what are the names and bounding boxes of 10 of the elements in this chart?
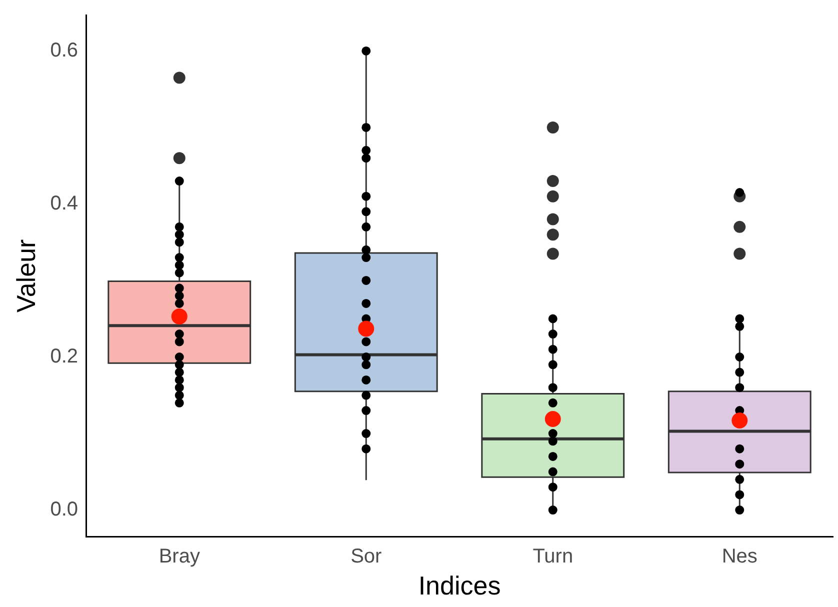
- x-tick-label: Turn: [532, 545, 574, 568]
- x-tick-label: Nes: [722, 545, 758, 568]
- y-tick-label: 0.6: [50, 39, 78, 62]
- y-axis-title: Valeur: [10, 238, 41, 313]
- y-tick-label: 0.0: [50, 498, 78, 521]
- y-tick-label: 0.2: [50, 346, 78, 368]
- y-tick-label: 0.4: [50, 192, 78, 214]
- x-tick-label: Bray: [158, 545, 200, 568]
- x-axis-title: Indices: [418, 570, 501, 601]
- x-tick-label: Sor: [350, 545, 382, 568]
